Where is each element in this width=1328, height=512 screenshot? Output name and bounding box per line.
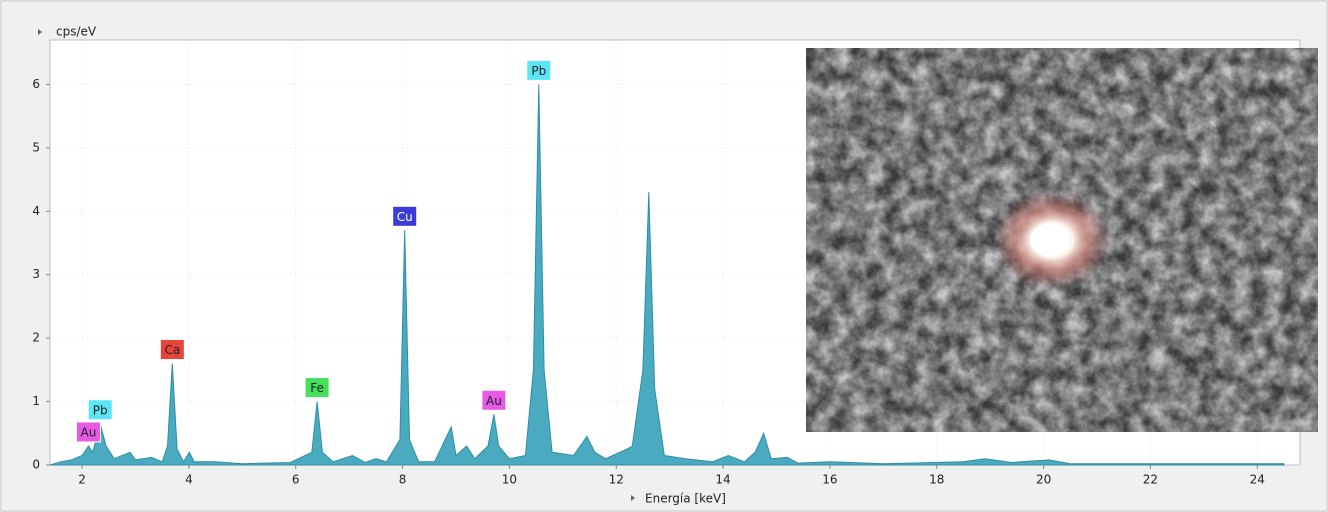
- y-tick-label: 3: [32, 267, 40, 281]
- x-tick-label: 20: [1036, 473, 1051, 487]
- y-axis-label: cps/eV: [56, 25, 97, 39]
- x-tick-label: 18: [929, 473, 944, 487]
- x-tick-label: 10: [502, 473, 517, 487]
- peak-label: Pb: [93, 403, 108, 417]
- y-tick-label: 5: [32, 140, 40, 154]
- y-tick-label: 4: [32, 204, 40, 218]
- x-axis-label: Energía [keV]: [645, 492, 726, 506]
- x-tick-label: 2: [78, 473, 86, 487]
- peak-label: Au: [486, 394, 502, 408]
- chart: cps/eV Energía [keV] 0123456246810121416…: [0, 0, 1328, 512]
- peak-label: Au: [81, 425, 97, 439]
- x-tick-label: 14: [715, 473, 730, 487]
- x-tick-label: 8: [399, 473, 407, 487]
- x-tick-label: 24: [1250, 473, 1265, 487]
- x-tick-label: 12: [609, 473, 624, 487]
- y-tick-label: 0: [32, 458, 40, 472]
- x-tick-label: 4: [185, 473, 193, 487]
- peak-label: Ca: [164, 343, 180, 357]
- y-tick-label: 6: [32, 77, 40, 91]
- peak-label: Fe: [310, 381, 324, 395]
- x-tick-label: 6: [292, 473, 300, 487]
- x-tick-label: 16: [822, 473, 837, 487]
- peak-label: Cu: [397, 210, 413, 224]
- y-tick-label: 1: [32, 394, 40, 408]
- x-tick-label: 22: [1143, 473, 1158, 487]
- inset-photo: [806, 48, 1318, 432]
- peak-label: Pb: [531, 64, 546, 78]
- y-tick-label: 2: [32, 331, 40, 345]
